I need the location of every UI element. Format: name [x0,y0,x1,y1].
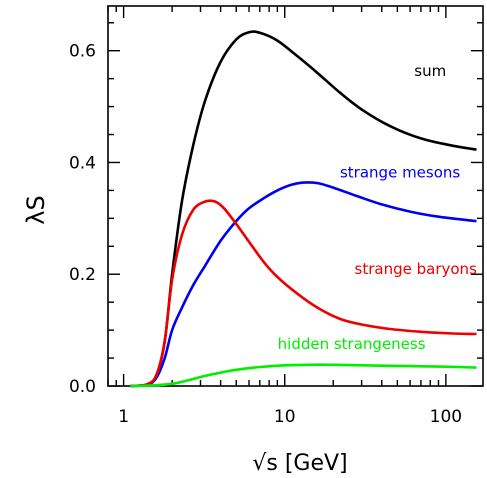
series-label-hidden-strangeness: hidden strangeness [278,335,426,353]
axis-ticks [107,6,483,387]
y-tick-label: 0.4 [69,153,96,173]
series-labels: sum strange mesons strange baryons hidden s… [278,62,477,353]
x-axis-title: √s [GeV] [252,451,347,476]
x-tick-label: 100 [430,407,462,427]
series-line-strange-mesons [130,181,477,388]
series-line-strange-baryons [130,199,477,388]
series-line-hidden-strangeness [130,363,477,388]
plot-border [107,5,484,387]
y-tick-label: 0.2 [69,265,96,285]
y-tick-label: 0.6 [69,42,96,62]
series-lines [130,30,477,388]
series-label-strange-mesons: strange mesons [340,164,460,182]
x-tick-label: 1 [118,407,129,427]
axis-tick-labels: 1 10 100 0.0 0.2 0.4 0.6 [69,42,462,427]
y-axis-title: λS [22,195,50,224]
y-tick-label: 0.0 [69,377,96,397]
series-label-sum: sum [414,62,446,80]
series-label-strange-baryons: strange baryons [355,260,478,278]
x-tick-label: 10 [274,407,296,427]
plot-frame [107,5,484,387]
